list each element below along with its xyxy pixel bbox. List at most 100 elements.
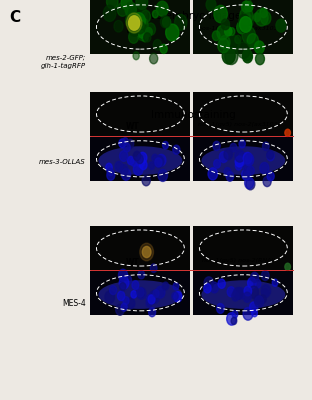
Circle shape [254,13,261,22]
Circle shape [246,178,255,190]
Circle shape [134,4,146,19]
Circle shape [123,143,130,152]
Circle shape [146,23,155,36]
Circle shape [149,290,159,303]
Circle shape [260,8,267,18]
Circle shape [153,290,159,297]
Circle shape [243,12,250,21]
Circle shape [255,41,264,54]
Circle shape [140,160,147,170]
Circle shape [107,170,115,180]
Bar [193,92,293,136]
Ellipse shape [202,146,285,175]
Circle shape [227,312,236,325]
Circle shape [241,1,250,12]
Circle shape [276,19,286,32]
Circle shape [239,140,245,148]
Circle shape [123,297,129,305]
Circle shape [137,288,146,299]
Circle shape [262,289,269,298]
Circle shape [260,162,269,174]
Circle shape [106,163,112,172]
Circle shape [214,5,227,23]
Circle shape [117,291,125,300]
Circle shape [126,298,135,309]
Text: Immunostaining: Immunostaining [151,110,236,120]
Circle shape [262,142,269,150]
Circle shape [249,286,259,298]
Circle shape [105,291,115,303]
Circle shape [243,292,251,302]
Circle shape [150,264,157,272]
Circle shape [285,129,290,136]
Text: MES-4: MES-4 [62,300,86,308]
Circle shape [136,155,143,164]
Circle shape [256,53,265,65]
Circle shape [157,154,166,166]
Circle shape [236,155,245,166]
Circle shape [156,1,168,16]
Circle shape [212,31,220,41]
Circle shape [155,158,162,167]
Circle shape [243,308,253,320]
Circle shape [138,152,147,163]
Circle shape [130,157,138,166]
Circle shape [133,52,139,60]
Circle shape [174,14,187,30]
Circle shape [235,150,245,162]
Circle shape [229,28,235,35]
Circle shape [219,152,228,162]
Circle shape [239,14,250,28]
Circle shape [136,156,145,167]
Circle shape [132,13,145,30]
Circle shape [235,156,244,167]
Circle shape [240,22,248,32]
Bar [90,226,190,270]
Circle shape [267,152,274,161]
Circle shape [260,295,266,303]
Circle shape [217,304,224,313]
Circle shape [261,12,271,25]
Circle shape [244,15,254,27]
Circle shape [243,49,251,60]
Circle shape [149,162,155,170]
Circle shape [137,288,144,297]
Circle shape [125,12,138,28]
Circle shape [124,276,132,284]
Bar [193,226,293,270]
Circle shape [149,308,156,317]
Bar [90,0,190,54]
Circle shape [160,16,170,28]
Circle shape [119,151,128,161]
Ellipse shape [202,280,285,309]
Text: nos-1(gv5) nos-2(RNAi): nos-1(gv5) nos-2(RNAi) [202,258,275,263]
Circle shape [208,168,217,180]
Circle shape [267,150,274,159]
Circle shape [127,139,134,148]
Circle shape [127,156,134,165]
Circle shape [227,287,235,297]
Text: Live embryo images: Live embryo images [141,11,246,21]
Circle shape [142,246,151,258]
Circle shape [243,169,250,178]
Circle shape [115,161,123,171]
Circle shape [173,145,180,154]
Circle shape [236,288,245,299]
Circle shape [245,2,253,12]
Circle shape [217,25,228,40]
Circle shape [242,169,250,180]
Circle shape [119,283,126,291]
Circle shape [129,31,139,43]
Circle shape [149,53,158,64]
Circle shape [235,161,242,170]
Circle shape [119,269,128,281]
Circle shape [255,296,264,307]
Circle shape [163,17,171,28]
Circle shape [231,317,237,324]
Circle shape [114,20,123,32]
Circle shape [240,16,252,32]
Circle shape [255,9,268,26]
Circle shape [140,243,154,261]
Circle shape [235,35,241,44]
Circle shape [174,292,182,302]
